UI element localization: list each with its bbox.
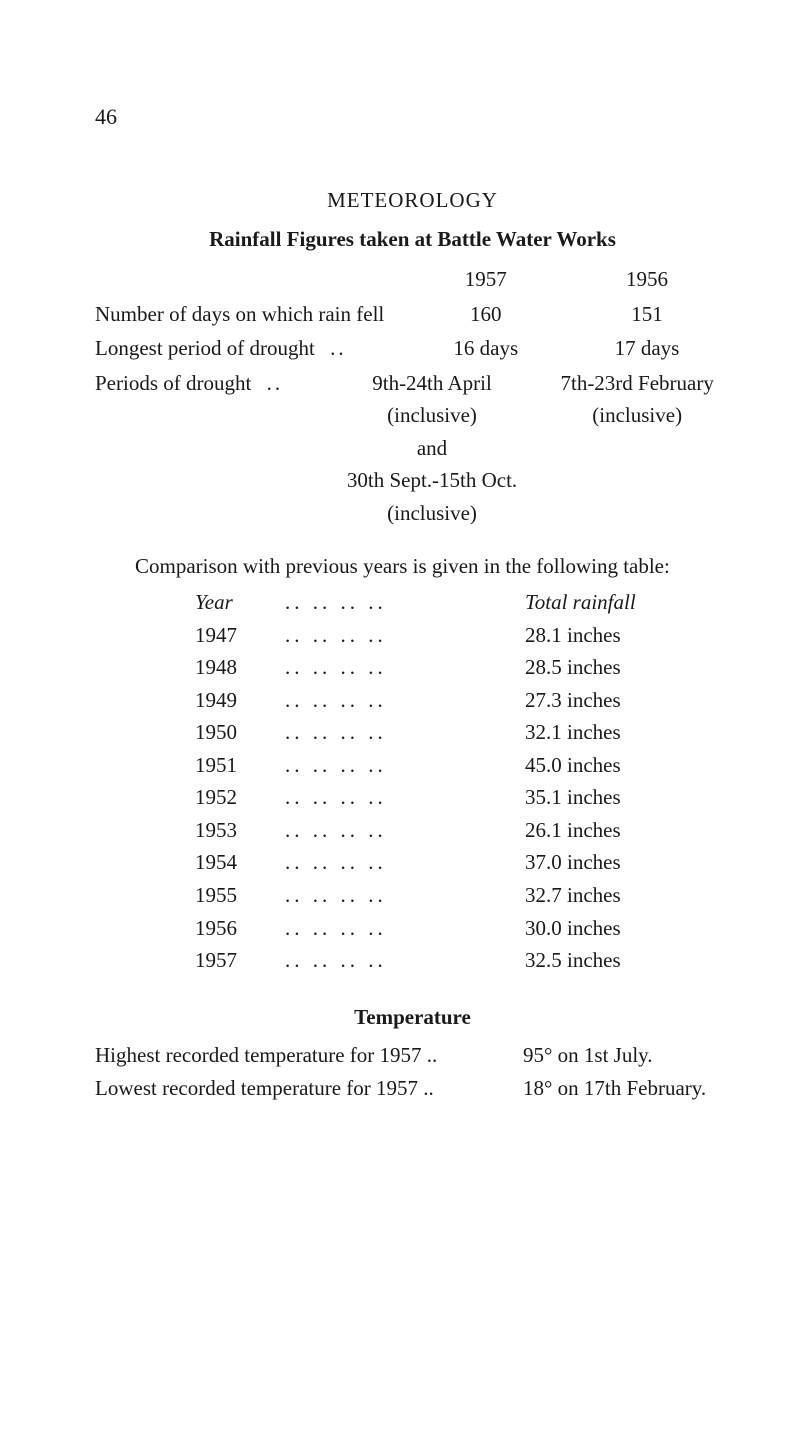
rain-row: 1956.. .. .. ..30.0 inches bbox=[195, 912, 730, 945]
col-year-1956: 1956 bbox=[564, 263, 730, 296]
header-year: Year bbox=[195, 586, 285, 619]
val-longest-1956: 17 days bbox=[564, 332, 730, 365]
subtitle-rainfall: Rainfall Figures taken at Battle Water W… bbox=[95, 223, 730, 256]
rain-year: 1957 bbox=[195, 944, 285, 977]
rain-row: 1954.. .. .. ..37.0 inches bbox=[195, 846, 730, 879]
temp-low-row: Lowest recorded temperature for 1957 .. … bbox=[95, 1072, 730, 1105]
rain-row: 1952.. .. .. ..35.1 inches bbox=[195, 781, 730, 814]
rain-year: 1954 bbox=[195, 846, 285, 879]
rain-year: 1952 bbox=[195, 781, 285, 814]
rain-year: 1949 bbox=[195, 684, 285, 717]
rain-row: 1947.. .. .. ..28.1 inches bbox=[195, 619, 730, 652]
rain-year: 1956 bbox=[195, 912, 285, 945]
spacer bbox=[95, 263, 408, 296]
row-periods-drought: Periods of drought .. 9th-24th April (in… bbox=[95, 367, 730, 530]
dots: .. .. .. .. bbox=[285, 781, 515, 814]
dots: .. .. .. .. bbox=[285, 879, 515, 912]
dots: .. .. .. .. bbox=[285, 716, 515, 749]
line: 9th-24th April bbox=[320, 367, 545, 400]
header-total: Total rainfall bbox=[515, 586, 725, 619]
line: (inclusive) bbox=[320, 497, 545, 530]
year-header-row: 1957 1956 bbox=[95, 263, 730, 296]
rain-value: 32.7 inches bbox=[515, 879, 725, 912]
row-longest-drought: Longest period of drought .. 16 days 17 … bbox=[95, 332, 730, 365]
rain-value: 28.5 inches bbox=[515, 651, 725, 684]
val-rain-days-1956: 151 bbox=[564, 298, 730, 331]
comparison-intro: Comparison with previous years is given … bbox=[95, 550, 730, 583]
label-text: Periods of drought bbox=[95, 371, 251, 395]
col-year-1957: 1957 bbox=[408, 263, 564, 296]
dots: .. .. .. .. bbox=[285, 749, 515, 782]
dots: .. .. .. .. bbox=[285, 912, 515, 945]
dots: .. .. .. .. bbox=[285, 619, 515, 652]
periods-1957: 9th-24th April (inclusive) and 30th Sept… bbox=[320, 367, 545, 530]
rain-rows-container: 1947.. .. .. ..28.1 inches1948.. .. .. .… bbox=[195, 619, 730, 977]
line: and bbox=[320, 432, 545, 465]
rain-table-header: Year .. .. .. .. Total rainfall bbox=[195, 586, 730, 619]
rain-row: 1955.. .. .. ..32.7 inches bbox=[195, 879, 730, 912]
rain-year: 1950 bbox=[195, 716, 285, 749]
row-rain-days: Number of days on which rain fell 160 15… bbox=[95, 298, 730, 331]
label-rain-days: Number of days on which rain fell bbox=[95, 298, 408, 331]
temp-high-row: Highest recorded temperature for 1957 ..… bbox=[95, 1039, 730, 1072]
rain-value: 37.0 inches bbox=[515, 846, 725, 879]
dots: .. .. .. .. bbox=[285, 846, 515, 879]
temp-low-label: Lowest recorded temperature for 1957 .. bbox=[95, 1072, 495, 1105]
rain-value: 35.1 inches bbox=[515, 781, 725, 814]
rain-value: 32.5 inches bbox=[515, 944, 725, 977]
rain-row: 1948.. .. .. ..28.5 inches bbox=[195, 651, 730, 684]
rain-row: 1957.. .. .. ..32.5 inches bbox=[195, 944, 730, 977]
rain-row: 1950.. .. .. ..32.1 inches bbox=[195, 716, 730, 749]
rain-value: 28.1 inches bbox=[515, 619, 725, 652]
line: (inclusive) bbox=[320, 399, 545, 432]
line: 30th Sept.-15th Oct. bbox=[320, 464, 545, 497]
val-longest-1957: 16 days bbox=[408, 332, 564, 365]
rain-value: 45.0 inches bbox=[515, 749, 725, 782]
label-longest-drought: Longest period of drought .. bbox=[95, 332, 408, 365]
page-content: 46 METEOROLOGY Rainfall Figures taken at… bbox=[0, 0, 800, 1164]
rain-year: 1953 bbox=[195, 814, 285, 847]
val-rain-days-1957: 160 bbox=[408, 298, 564, 331]
page-number: 46 bbox=[95, 100, 730, 134]
rain-row: 1951.. .. .. ..45.0 inches bbox=[195, 749, 730, 782]
dots: .. .. .. .. bbox=[285, 814, 515, 847]
dots: .. .. .. .. bbox=[285, 586, 515, 619]
label-text: Longest period of drought bbox=[95, 336, 315, 360]
rain-year: 1947 bbox=[195, 619, 285, 652]
line: 7th-23rd February bbox=[544, 367, 730, 400]
rain-value: 26.1 inches bbox=[515, 814, 725, 847]
rain-year: 1951 bbox=[195, 749, 285, 782]
dots: .. bbox=[257, 371, 284, 395]
rain-year: 1955 bbox=[195, 879, 285, 912]
temp-high-label: Highest recorded temperature for 1957 .. bbox=[95, 1039, 495, 1072]
periods-1956: 7th-23rd February (inclusive) bbox=[544, 367, 730, 530]
title-meteorology: METEOROLOGY bbox=[95, 184, 730, 217]
temperature-header: Temperature bbox=[95, 1001, 730, 1034]
rain-row: 1953.. .. .. ..26.1 inches bbox=[195, 814, 730, 847]
temp-high-value: 95° on 1st July. bbox=[495, 1039, 653, 1072]
dots: .. .. .. .. bbox=[285, 684, 515, 717]
rain-row: 1949.. .. .. ..27.3 inches bbox=[195, 684, 730, 717]
dots: .. bbox=[320, 336, 347, 360]
rain-value: 27.3 inches bbox=[515, 684, 725, 717]
rain-value: 30.0 inches bbox=[515, 912, 725, 945]
rain-year: 1948 bbox=[195, 651, 285, 684]
dots: .. .. .. .. bbox=[285, 944, 515, 977]
rain-value: 32.1 inches bbox=[515, 716, 725, 749]
temp-low-value: 18° on 17th February. bbox=[495, 1072, 706, 1105]
rainfall-table: Year .. .. .. .. Total rainfall 1947.. .… bbox=[95, 586, 730, 977]
dots: .. .. .. .. bbox=[285, 651, 515, 684]
label-periods-drought: Periods of drought .. bbox=[95, 367, 320, 530]
line: (inclusive) bbox=[544, 399, 730, 432]
